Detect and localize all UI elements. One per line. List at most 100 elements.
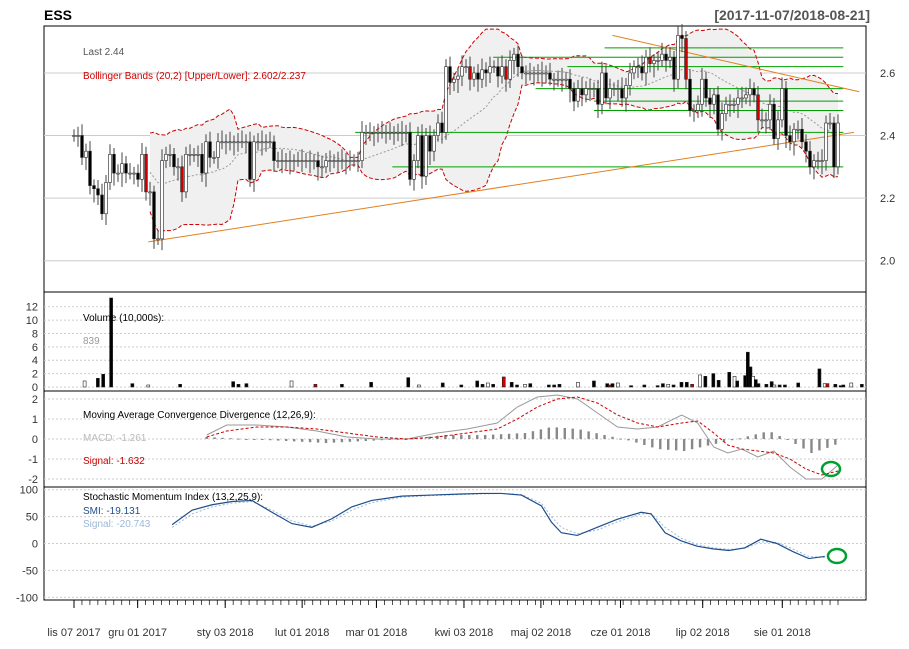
macd-histogram-bar [269,439,272,441]
candle-body [648,56,652,64]
macd-histogram-bar [515,433,519,439]
macd-histogram-bar [452,435,455,439]
candle-body [680,35,684,39]
volume-bar [833,384,838,388]
candle-body [620,88,624,99]
candle-body [260,141,264,144]
candle-body [712,94,716,105]
candle-body [272,141,276,161]
macd-histogram-bar [674,439,678,451]
candle-body [784,88,788,136]
volume-bar [417,384,421,388]
candle-body [408,132,412,180]
candle-body [652,60,656,64]
candle-body [828,122,832,125]
candle-body [676,35,680,80]
candle-body [740,97,744,100]
volume-bar [783,384,787,388]
volume-bar [642,384,647,388]
macd-histogram-bar [412,438,415,440]
candle-body [140,154,144,180]
candle-body [240,141,244,144]
candle-body [508,60,512,80]
candle-body [344,160,348,162]
bollinger-band-fill [150,29,838,232]
candle-body [568,78,572,89]
candle-body [756,94,760,121]
candle-body [820,160,824,162]
candle-body [556,78,560,81]
candle-body [152,191,156,240]
macd-histogram-bar [794,439,797,444]
candle-body [812,160,816,168]
price-last-label: Last 2.44 [83,47,125,58]
candle-body [572,88,576,102]
candle-body [624,85,628,99]
volume-bar [610,383,615,388]
volume-bar [289,380,294,388]
candle-body [524,72,528,75]
candle-body [612,88,616,90]
candle-body [764,119,768,122]
candle-body [500,66,504,77]
candle-body [456,75,460,80]
smi-line [171,492,825,560]
volume-bar [772,384,777,388]
candle-body [164,154,168,161]
macd-tick-label: 0 [32,434,38,446]
candle-body [284,160,288,162]
volume-bar [491,384,495,388]
candle-body [516,53,520,67]
candle-body [528,72,532,75]
candle-body [256,141,260,144]
candle-body [832,122,836,168]
volume-bar [735,380,739,388]
volume-bar [690,384,694,388]
candle-body [416,135,420,161]
macd-histogram-bar [523,433,527,439]
volume-bar [475,380,480,388]
volume-bar [244,383,249,388]
volume-bar [661,383,665,388]
x-tick-label: cze 01 2018 [591,627,651,639]
candle-body [824,122,828,161]
macd-histogram-bar [738,438,742,440]
candle-body [304,160,308,162]
candle-body [744,94,748,99]
macd-highlight-circle [820,460,842,478]
candle-body [248,141,252,180]
macd-histogram-bar [221,437,224,439]
candle-body [112,154,116,174]
macd-tick-label: -2 [28,474,38,486]
volume-bar [753,379,758,388]
candle-body [436,122,440,136]
macd-histogram-bar [292,439,296,442]
candle-body [440,122,444,133]
volume-bar [509,382,514,388]
candle-body [600,72,604,105]
macd-value-label: MACD: -1.261 [83,433,147,444]
x-tick-label: lut 01 2018 [275,627,329,639]
volume-bar [716,380,721,388]
candle-body [356,160,360,162]
macd-histogram-bar [682,439,686,451]
candle-body [76,135,80,137]
volume-bar [698,374,702,388]
x-tick-label: kwi 03 2018 [435,627,494,639]
candle-body [352,160,356,162]
candle-body [484,69,488,74]
candle-body [536,72,540,75]
candle-body [776,119,780,139]
candle-body [120,163,124,174]
candle-body [640,66,644,74]
macd-title: Moving Average Convergence Divergence (1… [83,410,316,421]
panel-frame [43,291,867,392]
macd-histogram-bar [690,439,694,450]
candle-body [836,122,840,168]
candle-body [716,94,720,130]
candle-body [532,72,536,75]
macd-histogram-bar [364,439,368,441]
candle-body [80,135,84,158]
candle-body [720,113,724,130]
candle-body [236,141,240,144]
